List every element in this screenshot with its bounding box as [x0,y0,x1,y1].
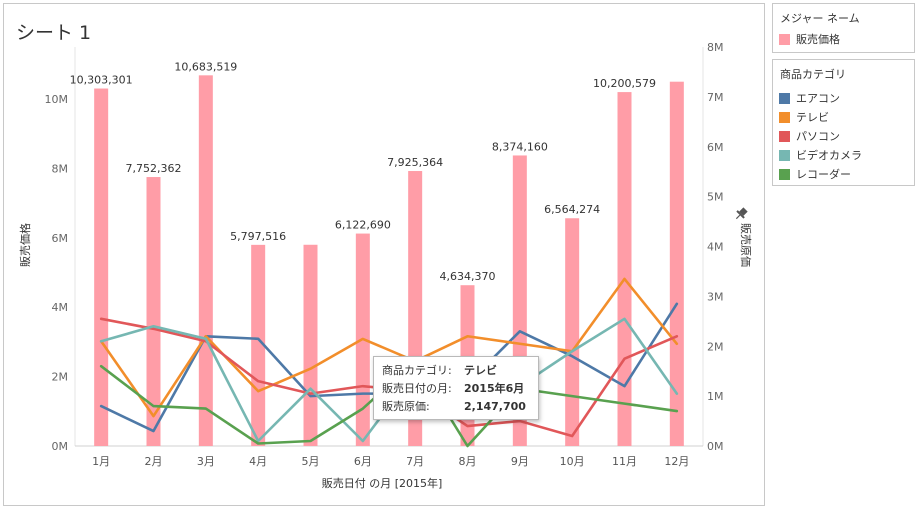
legend-item-recorder[interactable]: レコーダー [779,168,851,182]
x-tick-label: 7月 [406,455,424,468]
x-tick-label: 8月 [459,455,477,468]
legend-label: ビデオカメラ [796,149,862,162]
y2-tick-label: 6M [707,141,724,154]
x-tick-label: 4月 [249,455,267,468]
x-tick-label: 3月 [197,455,215,468]
legend-label: テレビ [796,111,829,124]
x-axis-title: 販売日付 の月 [2015年] [322,476,443,490]
bar-sales-price[interactable] [198,75,213,446]
x-tick-label: 9月 [511,455,529,468]
tooltip-key: 商品カテゴリ: [382,364,452,377]
tooltip-value: テレビ [464,364,497,377]
legend-label: レコーダー [796,168,851,181]
bar-sales-price[interactable] [94,88,109,446]
legend-swatch [779,168,790,180]
bar-sales-price[interactable] [565,218,580,446]
tooltip-key: 販売日付の月: [382,382,452,395]
tooltip-row-category: 商品カテゴリ: テレビ [382,363,497,379]
tooltip: 商品カテゴリ: テレビ 販売日付の月: 2015年6月 販売原価: 2,147,700 [373,356,539,420]
bar-sales-price[interactable] [669,81,684,447]
legend-item-aircon[interactable]: エアコン [779,92,840,106]
legend-item-sales-price[interactable]: 販売価格 [779,33,840,47]
x-tick-label: 11月 [612,455,637,468]
y-tick-label: 6M [52,232,69,245]
legend-product-category[interactable]: 商品カテゴリ エアコン テレビ パソコン ビデオカメラ レコーダー [772,59,915,186]
legend-swatch [779,33,790,45]
legend-item-video-camera[interactable]: ビデオカメラ [779,149,862,163]
bar-sales-price[interactable] [303,244,318,446]
y2-tick-label: 8M [707,41,724,54]
y2-tick-label: 7M [707,91,724,104]
y-tick-label: 8M [52,162,69,175]
y2-tick-label: 5M [707,191,724,204]
y-tick-label: 0M [52,440,69,453]
tooltip-value: 2015年6月 [464,382,525,395]
tooltip-row-month: 販売日付の月: 2015年6月 [382,381,524,397]
legend-item-tv[interactable]: テレビ [779,111,829,125]
y-tick-label: 2M [52,371,69,384]
y-tick-label: 4M [52,301,69,314]
legend-title: メジャー ネーム [780,12,860,25]
bar-data-label: 4,634,370 [440,270,496,283]
bar-data-label: 10,683,519 [174,60,237,73]
y-axis-title: 販売価格 [18,223,32,267]
legend-swatch [779,111,790,123]
sheet-title: シート 1 [16,22,92,44]
legend-label: エアコン [796,92,840,105]
tooltip-row-cost: 販売原価: 2,147,700 [382,399,526,415]
worksheet: シート 1 [3,3,765,506]
legend-swatch [779,149,790,161]
bar-data-label: 10,200,579 [593,77,656,90]
tooltip-value: 2,147,700 [464,400,526,413]
y2-tick-label: 1M [707,390,724,403]
bar-data-label: 6,122,690 [335,219,391,232]
line-series[interactable] [99,277,679,418]
legend-swatch [779,92,790,104]
y2-tick-label: 4M [707,241,724,254]
x-tick-label: 1月 [92,455,110,468]
bar-data-label: 7,925,364 [387,156,443,169]
bar-data-label: 6,564,274 [544,203,600,216]
legend-label: パソコン [796,130,840,143]
pin-icon[interactable] [733,206,749,222]
legend-measure-names[interactable]: メジャー ネーム 販売価格 [772,3,915,53]
bar-data-label: 10,303,301 [70,74,133,87]
legend-swatch [779,130,790,142]
x-tick-label: 2月 [145,455,163,468]
bar-data-label: 7,752,362 [126,162,182,175]
legend-title: 商品カテゴリ [780,68,846,81]
bar-sales-price[interactable] [617,92,632,446]
y2-tick-label: 2M [707,340,724,353]
bar-data-label: 5,797,516 [230,230,286,243]
x-tick-label: 12月 [664,455,689,468]
bar-data-label: 8,374,160 [492,140,548,153]
bar-sales-price[interactable] [251,244,266,446]
legend-label: 販売価格 [796,33,840,46]
y2-tick-label: 3M [707,290,724,303]
tooltip-key: 販売原価: [382,400,430,413]
bar-sales-price[interactable] [146,177,161,447]
x-tick-label: 5月 [302,455,320,468]
x-tick-label: 10月 [560,455,585,468]
y-tick-label: 10M [45,93,69,106]
legend-item-pc[interactable]: パソコン [779,130,840,144]
y2-tick-label: 0M [707,440,724,453]
y2-axis-title: 販売原価 [739,223,752,267]
x-tick-label: 6月 [354,455,372,468]
